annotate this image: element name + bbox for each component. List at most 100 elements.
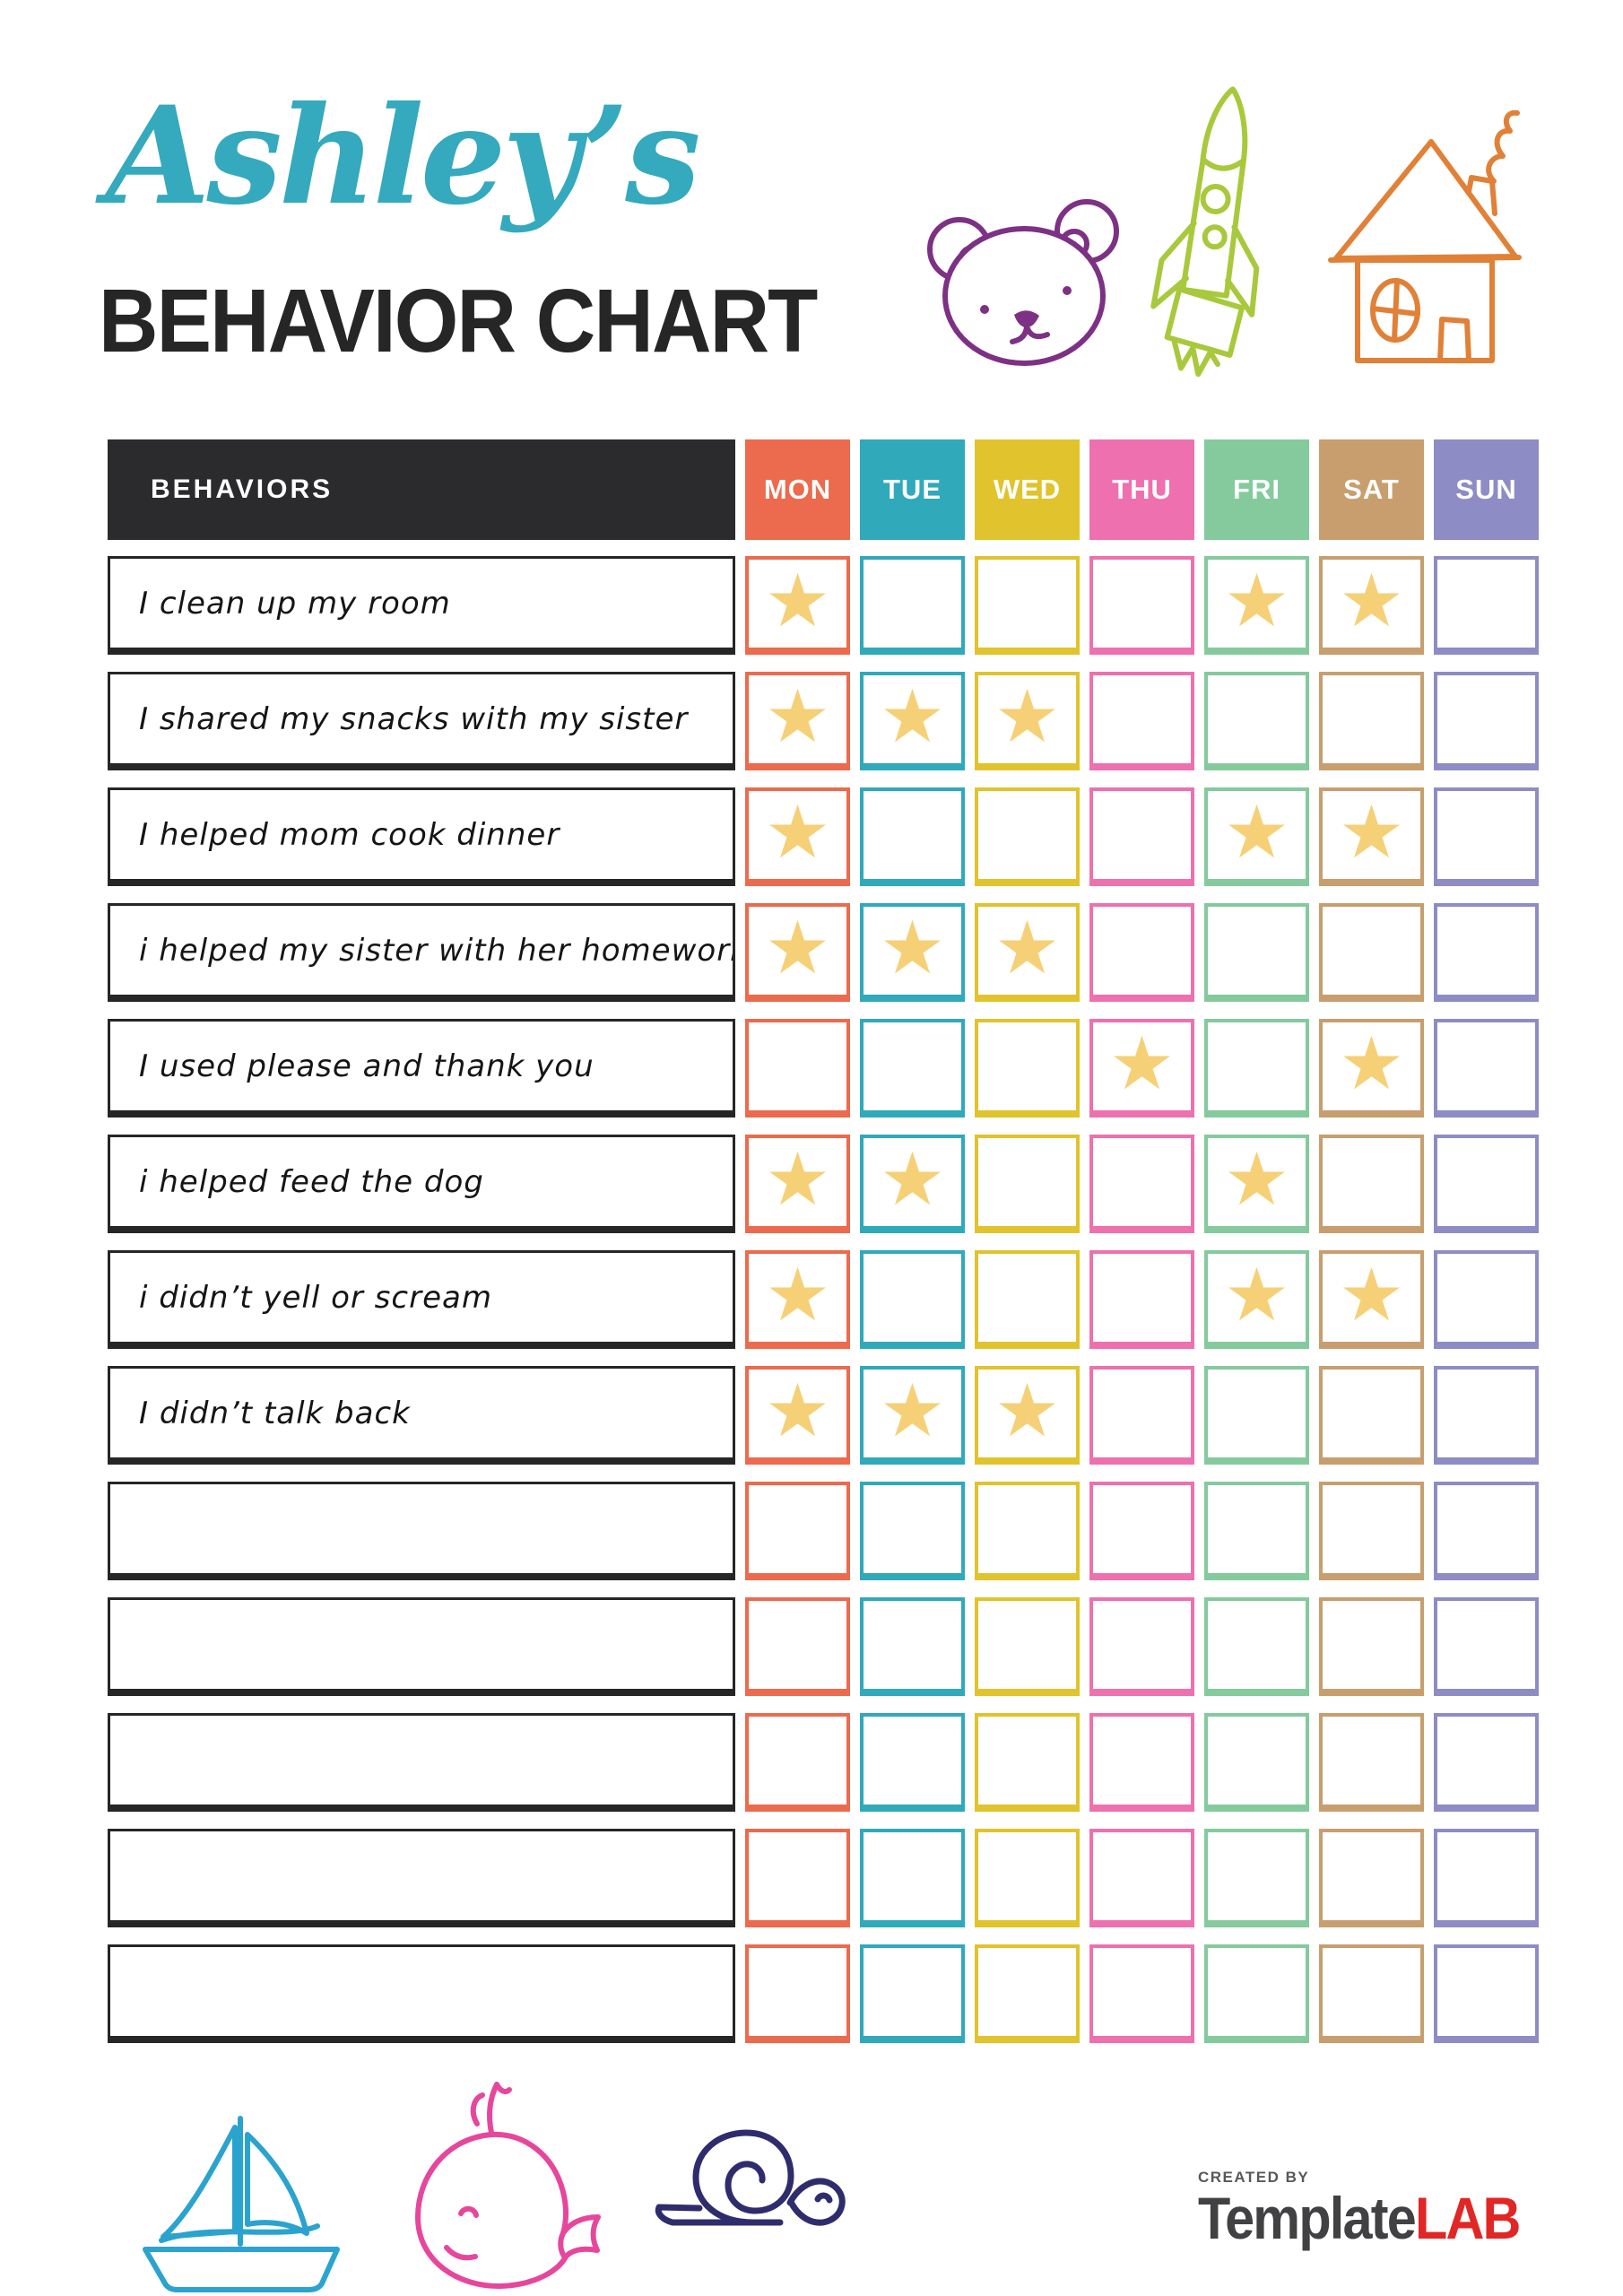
day-header-label: SAT [1343, 474, 1400, 505]
table-row: i helped my sister with her homework ★ ★ ★ [108, 903, 1539, 1002]
day-cell-fri-row6[interactable]: ★ [1204, 1135, 1309, 1233]
day-cell-fri-row13[interactable] [1204, 1944, 1309, 2043]
day-cell-sat-row7[interactable]: ★ [1319, 1250, 1424, 1349]
day-cell-sun-row2[interactable] [1434, 672, 1539, 770]
day-cell-mon-row12[interactable] [745, 1829, 850, 1927]
star-icon: ★ [879, 674, 946, 760]
day-cell-thu-row2[interactable] [1089, 672, 1194, 770]
day-cell-sun-row13[interactable] [1434, 1944, 1539, 2043]
day-cell-thu-row10[interactable] [1089, 1597, 1194, 1696]
day-cell-tue-row4[interactable]: ★ [860, 903, 965, 1002]
day-cell-fri-row4[interactable] [1204, 903, 1309, 1002]
day-cell-fri-row8[interactable] [1204, 1366, 1309, 1465]
day-cell-sun-row4[interactable] [1434, 903, 1539, 1002]
day-cell-sat-row4[interactable] [1319, 903, 1424, 1002]
day-cell-mon-row9[interactable] [745, 1482, 850, 1580]
day-cell-sat-row9[interactable] [1319, 1482, 1424, 1580]
day-cell-sat-row8[interactable] [1319, 1366, 1424, 1465]
day-cell-tue-row6[interactable]: ★ [860, 1135, 965, 1233]
day-cell-wed-row13[interactable] [975, 1944, 1080, 2043]
day-cell-wed-row10[interactable] [975, 1597, 1080, 1696]
day-cell-sat-row1[interactable]: ★ [1319, 556, 1424, 655]
day-cell-tue-row3[interactable] [860, 787, 965, 886]
day-cell-tue-row7[interactable] [860, 1250, 965, 1349]
day-cell-fri-row1[interactable]: ★ [1204, 556, 1309, 655]
day-cell-tue-row10[interactable] [860, 1597, 965, 1696]
day-cell-fri-row7[interactable]: ★ [1204, 1250, 1309, 1349]
day-cell-tue-row5[interactable] [860, 1019, 965, 1118]
day-cell-sat-row2[interactable] [1319, 672, 1424, 770]
day-cell-sat-row13[interactable] [1319, 1944, 1424, 2043]
day-cell-tue-row2[interactable]: ★ [860, 672, 965, 770]
day-cell-mon-row7[interactable]: ★ [745, 1250, 850, 1349]
day-cell-thu-row4[interactable] [1089, 903, 1194, 1002]
day-cell-fri-row11[interactable] [1204, 1713, 1309, 1812]
day-cell-mon-row5[interactable] [745, 1019, 850, 1118]
day-cell-sun-row1[interactable] [1434, 556, 1539, 655]
day-cell-mon-row8[interactable]: ★ [745, 1366, 850, 1465]
day-cell-wed-row4[interactable]: ★ [975, 903, 1080, 1002]
day-cell-sat-row10[interactable] [1319, 1597, 1424, 1696]
day-cell-wed-row8[interactable]: ★ [975, 1366, 1080, 1465]
day-cell-fri-row12[interactable] [1204, 1829, 1309, 1927]
day-cell-sun-row5[interactable] [1434, 1019, 1539, 1118]
day-cell-thu-row8[interactable] [1089, 1366, 1194, 1465]
day-header-fri: FRI [1204, 439, 1309, 540]
day-cell-wed-row3[interactable] [975, 787, 1080, 886]
star-icon: ★ [1223, 1253, 1290, 1338]
day-header-sat: SAT [1319, 439, 1424, 540]
day-cell-wed-row5[interactable] [975, 1019, 1080, 1118]
day-cell-mon-row3[interactable]: ★ [745, 787, 850, 886]
day-cell-mon-row1[interactable]: ★ [745, 556, 850, 655]
day-cell-sat-row12[interactable] [1319, 1829, 1424, 1927]
day-cell-fri-row9[interactable] [1204, 1482, 1309, 1580]
day-cell-wed-row6[interactable] [975, 1135, 1080, 1233]
day-cell-thu-row3[interactable] [1089, 787, 1194, 886]
day-cell-sun-row6[interactable] [1434, 1135, 1539, 1233]
day-cell-fri-row5[interactable] [1204, 1019, 1309, 1118]
day-cell-sun-row3[interactable] [1434, 787, 1539, 886]
day-cell-tue-row8[interactable]: ★ [860, 1366, 965, 1465]
table-row [108, 1944, 1539, 2043]
day-cell-thu-row5[interactable]: ★ [1089, 1019, 1194, 1118]
day-cell-thu-row6[interactable] [1089, 1135, 1194, 1233]
day-cell-thu-row11[interactable] [1089, 1713, 1194, 1812]
day-cell-thu-row7[interactable] [1089, 1250, 1194, 1349]
day-cell-tue-row9[interactable] [860, 1482, 965, 1580]
day-cell-sat-row5[interactable]: ★ [1319, 1019, 1424, 1118]
day-cell-thu-row12[interactable] [1089, 1829, 1194, 1927]
day-cell-mon-row4[interactable]: ★ [745, 903, 850, 1002]
day-cell-tue-row1[interactable] [860, 556, 965, 655]
day-cell-tue-row13[interactable] [860, 1944, 965, 2043]
day-cell-mon-row6[interactable]: ★ [745, 1135, 850, 1233]
day-cell-mon-row11[interactable] [745, 1713, 850, 1812]
day-cell-sun-row12[interactable] [1434, 1829, 1539, 1927]
day-cell-sun-row11[interactable] [1434, 1713, 1539, 1812]
day-cell-wed-row9[interactable] [975, 1482, 1080, 1580]
day-cell-sat-row11[interactable] [1319, 1713, 1424, 1812]
star-icon: ★ [764, 790, 831, 875]
day-cell-fri-row3[interactable]: ★ [1204, 787, 1309, 886]
day-cell-wed-row7[interactable] [975, 1250, 1080, 1349]
day-cell-fri-row10[interactable] [1204, 1597, 1309, 1696]
day-cell-wed-row12[interactable] [975, 1829, 1080, 1927]
day-cell-wed-row1[interactable] [975, 556, 1080, 655]
day-cell-thu-row1[interactable] [1089, 556, 1194, 655]
day-cell-thu-row9[interactable] [1089, 1482, 1194, 1580]
day-cell-tue-row11[interactable] [860, 1713, 965, 1812]
day-cell-wed-row11[interactable] [975, 1713, 1080, 1812]
day-cell-sun-row8[interactable] [1434, 1366, 1539, 1465]
day-cell-sun-row10[interactable] [1434, 1597, 1539, 1696]
day-cell-mon-row2[interactable]: ★ [745, 672, 850, 770]
day-cell-sat-row6[interactable] [1319, 1135, 1424, 1233]
day-cell-fri-row2[interactable] [1204, 672, 1309, 770]
day-cell-wed-row2[interactable]: ★ [975, 672, 1080, 770]
day-cell-sun-row9[interactable] [1434, 1482, 1539, 1580]
day-cell-tue-row12[interactable] [860, 1829, 965, 1927]
day-cell-mon-row13[interactable] [745, 1944, 850, 2043]
day-cell-thu-row13[interactable] [1089, 1944, 1194, 2043]
day-cell-mon-row10[interactable] [745, 1597, 850, 1696]
day-header-label: SUN [1455, 474, 1517, 505]
day-cell-sat-row3[interactable]: ★ [1319, 787, 1424, 886]
day-cell-sun-row7[interactable] [1434, 1250, 1539, 1349]
